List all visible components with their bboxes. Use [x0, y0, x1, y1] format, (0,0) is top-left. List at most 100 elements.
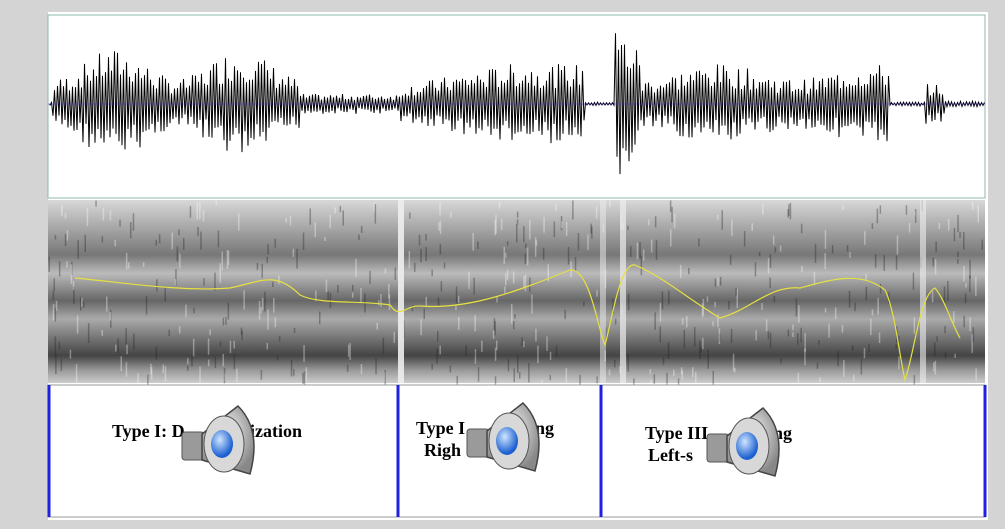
texture [385, 268, 387, 273]
texture [566, 368, 568, 384]
texture [982, 240, 984, 251]
texture [409, 212, 411, 218]
texture [792, 325, 794, 331]
texture [53, 304, 55, 320]
texture [909, 223, 911, 233]
texture [243, 290, 245, 309]
texture [163, 365, 165, 374]
texture [102, 236, 104, 242]
interval-label: Type I: D [112, 421, 185, 441]
texture [775, 247, 777, 253]
texture [768, 258, 770, 273]
texture [575, 257, 577, 271]
interval-label: Left-s [648, 445, 693, 465]
texture [495, 220, 497, 236]
texture [348, 345, 350, 357]
texture [670, 229, 672, 246]
texture [456, 287, 458, 304]
texture [517, 355, 519, 373]
texture [896, 256, 898, 270]
texture [65, 213, 67, 219]
texture [787, 209, 789, 218]
texture [728, 301, 730, 309]
texture [234, 354, 236, 369]
texture [438, 298, 440, 306]
texture [673, 370, 675, 376]
texture [865, 274, 867, 280]
texture [85, 235, 87, 252]
texture [420, 249, 422, 262]
texture [67, 230, 69, 240]
texture [668, 343, 670, 359]
texture [906, 205, 908, 215]
texture [528, 363, 530, 383]
texture [260, 307, 262, 313]
texture [730, 255, 732, 265]
texture [965, 293, 967, 303]
texture [275, 317, 277, 327]
texture [419, 235, 421, 246]
texture [762, 205, 764, 215]
texture [587, 235, 589, 250]
texture [660, 303, 662, 322]
texture [290, 216, 292, 226]
texture [352, 293, 354, 298]
texture [71, 264, 73, 284]
texture [121, 356, 123, 371]
texture [215, 356, 217, 368]
texture [208, 339, 210, 355]
texture [954, 228, 956, 241]
texture [824, 253, 826, 269]
texture [825, 230, 827, 249]
texture [939, 223, 941, 229]
texture [267, 343, 269, 350]
texture [88, 323, 90, 343]
texture [842, 206, 844, 211]
texture [801, 266, 803, 273]
texture [936, 336, 938, 342]
texture [119, 220, 121, 227]
texture [643, 250, 645, 261]
texture [326, 280, 328, 293]
texture [963, 266, 965, 282]
texture [788, 329, 790, 336]
texture [752, 223, 754, 231]
texture [731, 220, 733, 236]
texture [175, 279, 177, 285]
texture [493, 331, 495, 339]
texture [115, 240, 117, 246]
texture [861, 359, 863, 375]
texture [875, 254, 877, 267]
texture [744, 231, 746, 246]
texture [517, 219, 519, 224]
texture [650, 369, 652, 374]
texture [262, 264, 264, 278]
texture [959, 232, 961, 238]
texture [327, 291, 329, 300]
texture [438, 222, 440, 230]
texture [798, 305, 800, 322]
silence-band [600, 200, 606, 383]
texture [680, 265, 682, 278]
texture [369, 271, 371, 284]
interval-label: ization [250, 421, 302, 441]
texture [872, 309, 874, 315]
texture [561, 221, 563, 228]
texture [662, 291, 664, 309]
texture [106, 297, 108, 312]
texture [712, 321, 714, 326]
texture [969, 317, 971, 331]
texture [944, 326, 946, 333]
texture [797, 333, 799, 345]
texture [394, 332, 396, 343]
texture [699, 341, 701, 359]
texture [450, 212, 452, 218]
interval-label: Righ [424, 440, 461, 460]
texture [222, 252, 224, 271]
texture [717, 215, 719, 220]
texture [670, 201, 672, 213]
texture [83, 301, 85, 308]
texture [340, 206, 342, 212]
texture [614, 360, 616, 367]
texture [864, 348, 866, 358]
